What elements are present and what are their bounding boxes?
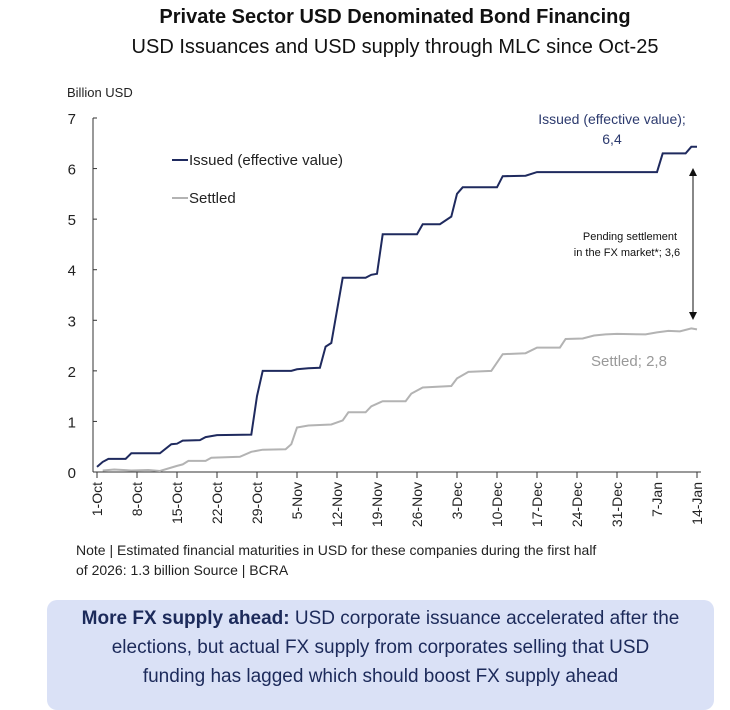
- series-line-issued: [96, 145, 697, 468]
- x-tick-label: 7-Jan: [649, 482, 665, 517]
- issued-annotation-value: 6,4: [602, 131, 622, 147]
- pending-annotation: Pending settlement: [583, 231, 677, 243]
- x-tick-label: 12-Nov: [329, 482, 345, 527]
- y-axis-label: Billion USD: [67, 85, 133, 100]
- pending-annotation-value: in the FX market*; 3,6: [574, 247, 680, 259]
- y-tick-label: 2: [68, 364, 76, 381]
- y-tick-label: 6: [68, 162, 76, 179]
- chart-svg: Billion USD 0 1 2 3 4 5 6 7 1-Oct 8-Oct 15-Oct 22-Oc…: [67, 85, 705, 527]
- x-tick-label: 24-Dec: [569, 482, 585, 527]
- y-tick-label: 4: [68, 263, 76, 280]
- x-tick-label: 5-Nov: [289, 482, 305, 519]
- x-tick-label: 29-Oct: [249, 482, 265, 524]
- series-line-settled: [102, 327, 698, 473]
- x-tick-label: 19-Nov: [369, 482, 385, 527]
- note-line-2: of 2026: 1.3 billion Source | BCRA: [76, 562, 289, 578]
- chart-subtitle: USD Issuances and USD supply through MLC…: [131, 36, 659, 58]
- x-tick-label: 17-Dec: [529, 482, 545, 527]
- issued-annotation: Issued (effective value);: [538, 111, 686, 127]
- x-tick-label: 3-Dec: [449, 482, 465, 519]
- legend-label: Issued (effective value): [189, 152, 343, 169]
- callout-line-3: funding has lagged which should boost FX…: [142, 666, 619, 687]
- callout-box: [47, 600, 714, 710]
- note-line-1: Note | Estimated financial maturities in…: [76, 542, 597, 558]
- legend-label: Settled: [189, 190, 236, 207]
- x-tick-label: 10-Dec: [489, 482, 505, 527]
- arrow-head-up-icon: [689, 168, 697, 176]
- x-tick-label: 15-Oct: [169, 482, 185, 524]
- y-tick-label: 5: [68, 212, 76, 229]
- y-tick-label: 0: [68, 465, 76, 482]
- callout-heading: More FX supply ahead:: [81, 608, 290, 629]
- x-tick-label: 22-Oct: [209, 482, 225, 524]
- y-tick-label: 1: [68, 414, 76, 431]
- y-tick-label: 7: [68, 111, 76, 128]
- x-tick-label: 31-Dec: [609, 482, 625, 527]
- callout-line-2: elections, but actual FX supply from cor…: [111, 637, 650, 658]
- x-tick-label: 8-Oct: [129, 482, 145, 516]
- x-tick-label: 26-Nov: [409, 482, 425, 527]
- y-tick-label: 3: [68, 313, 76, 330]
- callout-line-1: More FX supply ahead: USD corporate issu…: [47, 608, 714, 630]
- arrow-head-down-icon: [689, 312, 697, 320]
- x-tick-label: 14-Jan: [689, 482, 705, 525]
- settled-annotation: Settled; 2,8: [591, 353, 667, 370]
- chart-title: Private Sector USD Denominated Bond Fina…: [159, 6, 631, 28]
- x-tick-label: 1-Oct: [89, 482, 105, 516]
- callout-text-1: USD corporate issuance accelerated after…: [289, 608, 680, 629]
